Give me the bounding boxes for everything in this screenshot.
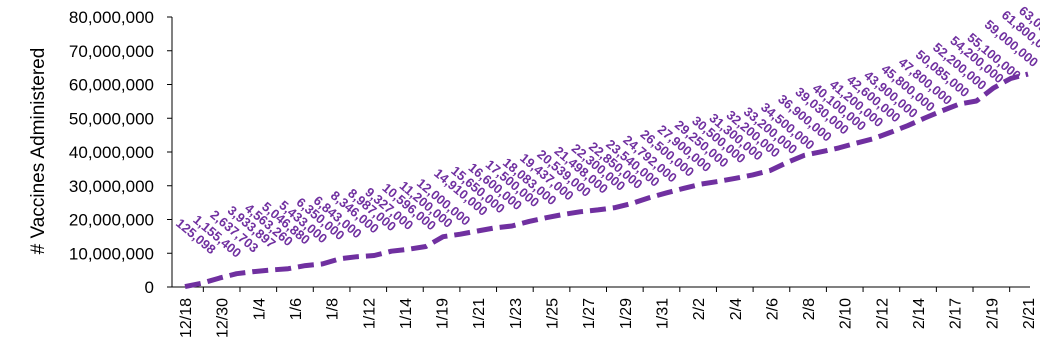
x-tick-label: 1/12 xyxy=(361,298,378,329)
x-tick-label: 1/21 xyxy=(471,298,488,329)
x-tick-label: 1/14 xyxy=(398,298,415,329)
x-tick-label: 1/8 xyxy=(325,298,342,320)
x-tick-label: 1/31 xyxy=(654,298,671,329)
x-tick-label: 1/25 xyxy=(545,298,562,329)
x-axis: 12/18 12/30 1/4 1/6 1/8 1/12 1/14 1/19 1/21 1/23 1… xyxy=(172,286,1038,338)
x-tick-label: 2/6 xyxy=(764,298,781,320)
series-path xyxy=(184,71,1029,290)
series-line xyxy=(184,71,1029,290)
y-tick-label: 0 xyxy=(145,278,154,297)
y-tick-label: 40,000,000 xyxy=(69,143,154,162)
x-tick-label: 2/4 xyxy=(728,298,745,320)
x-tick-label: 12/18 xyxy=(178,298,195,338)
x-tick-label: 2/12 xyxy=(874,298,891,329)
x-tick-label: 1/19 xyxy=(435,298,452,329)
y-tick-label: 20,000,000 xyxy=(69,211,154,230)
x-tick-label: 1/4 xyxy=(251,298,268,320)
x-tick-label: 2/14 xyxy=(911,298,928,329)
x-tick-label: 12/30 xyxy=(215,298,232,338)
y-tick-label: 80,000,000 xyxy=(69,8,154,27)
x-tick-label: 1/6 xyxy=(288,298,305,320)
x-tick-label: 2/21 xyxy=(1021,298,1038,329)
x-tick-label: 2/19 xyxy=(984,298,1001,329)
y-tick-label: 30,000,000 xyxy=(69,177,154,196)
x-tick-label: 1/29 xyxy=(618,298,635,329)
x-tick-label: 2/2 xyxy=(691,298,708,320)
x-tick-label: 1/23 xyxy=(508,298,525,329)
data-labels: 125,0981,155,4002,637,7033,933,8974,563,… xyxy=(173,3,1040,261)
y-tick-label: 10,000,000 xyxy=(69,244,154,263)
y-tick-label: 60,000,000 xyxy=(69,76,154,95)
x-tick-label: 2/10 xyxy=(838,298,855,329)
x-tick-label: 1/27 xyxy=(581,298,598,329)
x-tick-label: 2/17 xyxy=(948,298,965,329)
y-tick-label: 50,000,000 xyxy=(69,109,154,128)
y-axis-label: # Vaccines Administered xyxy=(28,48,49,255)
y-axis: 0 10,000,000 20,000,000 30,000,000 40,000,00… xyxy=(69,8,173,297)
x-tick-label: 2/8 xyxy=(801,298,818,320)
y-tick-label: 70,000,000 xyxy=(69,42,154,61)
